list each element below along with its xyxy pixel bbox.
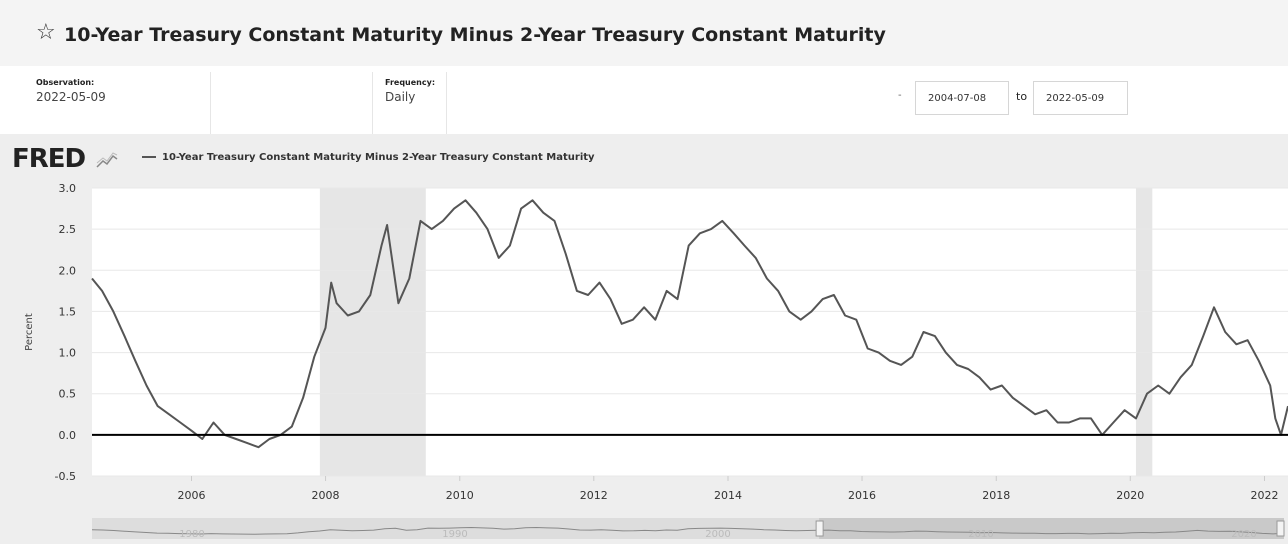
x-tick-label: 2008 — [312, 489, 340, 502]
date-range-to-label: to — [1016, 90, 1028, 103]
y-tick-label: 0.5 — [59, 388, 77, 401]
x-tick-label: 2022 — [1250, 489, 1278, 502]
x-tick-label: 2020 — [1116, 489, 1144, 502]
date-range-dash: - — [898, 90, 902, 101]
navigator-handle[interactable] — [1276, 520, 1285, 537]
y-tick-label: -0.5 — [55, 470, 76, 483]
navigator-tick-label: 2020 — [1231, 529, 1256, 540]
series-line — [91, 199, 1288, 449]
frequency-label: Frequency: — [385, 78, 436, 87]
chart-panel: FRED 10-Year Treasury Constant Maturity … — [0, 134, 1288, 544]
observation-label: Observation: — [36, 78, 95, 87]
legend-swatch — [142, 156, 156, 158]
star-outline-icon[interactable]: ☆ — [36, 20, 56, 45]
x-tick-label: 2006 — [178, 489, 206, 502]
legend-label: 10-Year Treasury Constant Maturity Minus… — [162, 152, 595, 163]
x-tick-label: 2010 — [446, 489, 474, 502]
navigator-tick-label: 1980 — [179, 529, 204, 540]
line-graph-icon — [96, 151, 118, 168]
y-tick-label: 0.0 — [59, 429, 77, 442]
divider — [372, 72, 373, 134]
page-title: 10-Year Treasury Constant Maturity Minus… — [64, 24, 886, 46]
y-tick-label: 2.5 — [59, 223, 77, 236]
navigator-handle[interactable] — [815, 520, 824, 537]
divider — [210, 72, 211, 134]
x-tick-label: 2014 — [714, 489, 742, 502]
frequency-block: Frequency: Daily — [385, 78, 435, 104]
series-title-bar: ☆ 10-Year Treasury Constant Maturity Min… — [0, 0, 1288, 66]
y-tick-label: 2.0 — [59, 264, 77, 277]
y-tick-label: 3.0 — [59, 182, 77, 195]
x-tick-label: 2018 — [982, 489, 1010, 502]
x-tick-label: 2012 — [580, 489, 608, 502]
divider — [446, 72, 447, 134]
chart-legend: 10-Year Treasury Constant Maturity Minus… — [142, 152, 595, 163]
fred-logo: FRED — [12, 144, 119, 174]
y-tick-label: 1.0 — [59, 347, 77, 360]
y-tick-label: 1.5 — [59, 305, 77, 318]
series-meta-row: Observation: 2022-05-09 Frequency: Daily… — [0, 66, 1288, 134]
navigator-tick-label: 2010 — [968, 529, 993, 540]
recession-band — [319, 188, 426, 476]
navigator-tick-label: 1990 — [442, 529, 467, 540]
y-axis-label: Percent — [24, 313, 35, 351]
observation-value: 2022-05-09 — [36, 90, 106, 104]
line-chart[interactable]: 3.0 2.5 2.0 1.5 1.0 0.5 0.0 -0.5 2006 2008 2010 201… — [0, 134, 1288, 544]
plot-area — [92, 188, 1288, 476]
frequency-value: Daily — [385, 90, 416, 104]
x-tick-label: 2016 — [848, 489, 876, 502]
navigator-selection — [819, 518, 1284, 539]
recession-band — [1135, 188, 1153, 476]
start-date-input[interactable] — [915, 81, 1009, 115]
navigator-line — [91, 526, 1285, 535]
observation-block: Observation: 2022-05-09 — [36, 78, 106, 104]
end-date-input[interactable] — [1033, 81, 1128, 115]
navigator-tick-label: 2000 — [705, 529, 730, 540]
fred-logo-text: FRED — [12, 144, 86, 174]
